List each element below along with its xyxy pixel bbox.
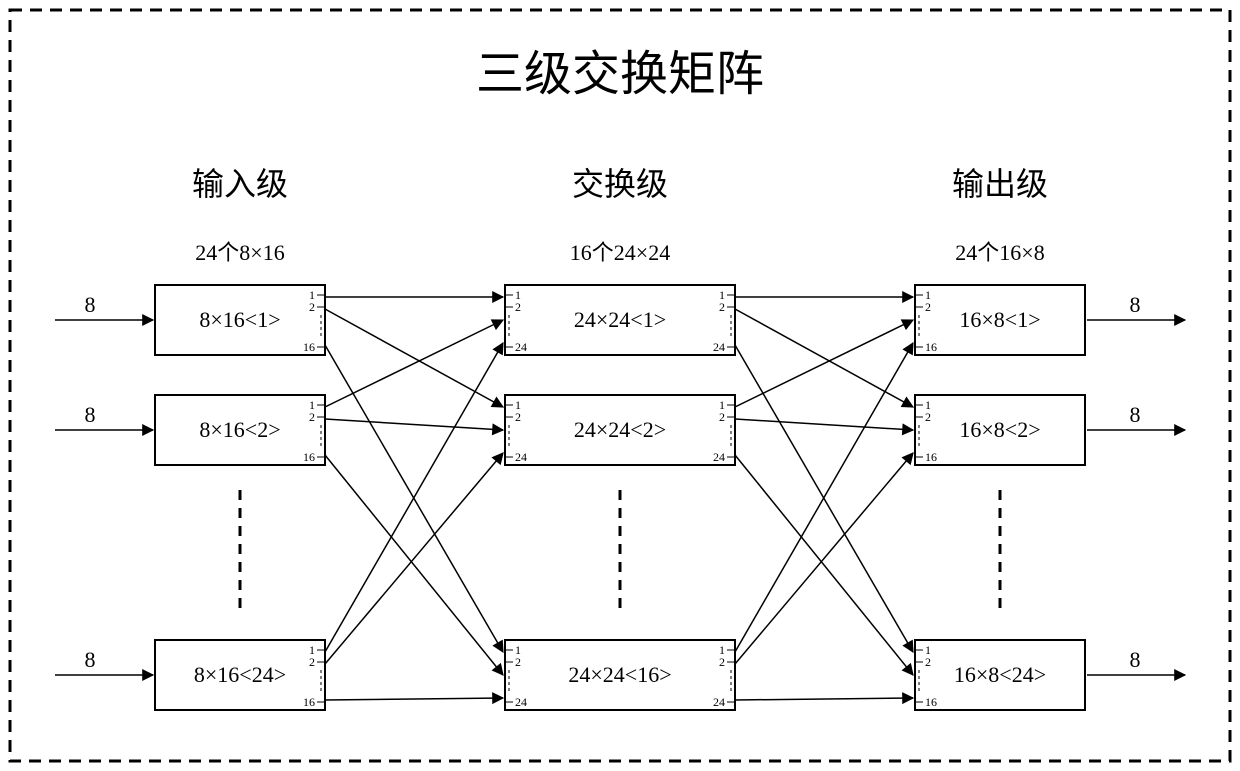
switch-box-0: 24×24<1>12241224	[505, 285, 735, 355]
svg-text:24×24<2>: 24×24<2>	[574, 417, 666, 442]
stage-label-switch: 交换级	[572, 166, 668, 202]
svg-text:24: 24	[515, 450, 527, 464]
svg-text:2: 2	[515, 300, 521, 314]
svg-text:2: 2	[719, 410, 725, 424]
svg-text:2: 2	[925, 300, 931, 314]
svg-text:8×16<24>: 8×16<24>	[194, 662, 286, 687]
edge-in1-sw2	[325, 455, 503, 675]
svg-text:2: 2	[309, 410, 315, 424]
edge-in2-sw1	[325, 453, 503, 664]
svg-text:24×24<16>: 24×24<16>	[568, 662, 671, 687]
svg-text:24: 24	[515, 695, 527, 709]
svg-text:2: 2	[515, 410, 521, 424]
clos-diagram: 三级交换矩阵输入级 24个8×16 交换级 16个24×24 输出级 24个16×8 8×1…	[0, 0, 1240, 771]
svg-text:2: 2	[309, 655, 315, 669]
svg-text:24: 24	[713, 340, 725, 354]
switch-box-1: 24×24<2>12241224	[505, 395, 735, 465]
svg-text:8×16<2>: 8×16<2>	[199, 417, 280, 442]
input-box-1: 8×16<2>1216	[155, 395, 325, 465]
edge-sw1-out0	[735, 320, 913, 407]
svg-text:2: 2	[925, 410, 931, 424]
output-box-2: 16×8<24>1216	[915, 640, 1085, 710]
svg-text:16: 16	[303, 340, 315, 354]
svg-text:16: 16	[925, 695, 937, 709]
stage-count-switch: 16个24×24	[570, 240, 670, 265]
svg-text:2: 2	[719, 655, 725, 669]
svg-text:2: 2	[719, 300, 725, 314]
edge-sw2-out2	[735, 698, 913, 700]
stage-count-output: 24个16×8	[955, 240, 1044, 265]
edge-in1-sw1	[325, 419, 503, 430]
svg-text:24: 24	[515, 340, 527, 354]
svg-text:24×24<1>: 24×24<1>	[574, 307, 666, 332]
svg-text:24: 24	[713, 695, 725, 709]
input-box-2: 8×16<24>1216	[155, 640, 325, 710]
stage-label-output: 输出级	[952, 166, 1048, 202]
input-io-label-2: 8	[85, 647, 96, 672]
svg-text:16×8<2>: 16×8<2>	[959, 417, 1040, 442]
svg-text:2: 2	[515, 655, 521, 669]
output-io-label-0: 8	[1130, 292, 1141, 317]
svg-text:16: 16	[925, 450, 937, 464]
svg-text:8×16<1>: 8×16<1>	[199, 307, 280, 332]
edge-sw1-out2	[735, 455, 913, 675]
input-box-0: 8×16<1>1216	[155, 285, 325, 355]
svg-text:2: 2	[309, 300, 315, 314]
diagram-title: 三级交换矩阵	[476, 48, 764, 101]
svg-text:16: 16	[303, 450, 315, 464]
stage-count-input: 24个8×16	[195, 240, 284, 265]
input-io-label-1: 8	[85, 402, 96, 427]
svg-text:2: 2	[925, 655, 931, 669]
svg-text:24: 24	[713, 450, 725, 464]
svg-text:16×8<24>: 16×8<24>	[954, 662, 1046, 687]
switch-box-2: 24×24<16>12241224	[505, 640, 735, 710]
svg-text:16: 16	[925, 340, 937, 354]
output-io-label-2: 8	[1130, 647, 1141, 672]
edge-in2-sw2	[325, 698, 503, 700]
output-io-label-1: 8	[1130, 402, 1141, 427]
svg-text:16: 16	[303, 695, 315, 709]
stage-label-input: 输入级	[192, 166, 288, 202]
input-io-label-0: 8	[85, 292, 96, 317]
edge-sw1-out1	[735, 419, 913, 430]
svg-text:16×8<1>: 16×8<1>	[959, 307, 1040, 332]
output-box-1: 16×8<2>1216	[915, 395, 1085, 465]
edge-in1-sw0	[325, 320, 503, 407]
output-box-0: 16×8<1>1216	[915, 285, 1085, 355]
edge-sw2-out1	[735, 453, 913, 664]
